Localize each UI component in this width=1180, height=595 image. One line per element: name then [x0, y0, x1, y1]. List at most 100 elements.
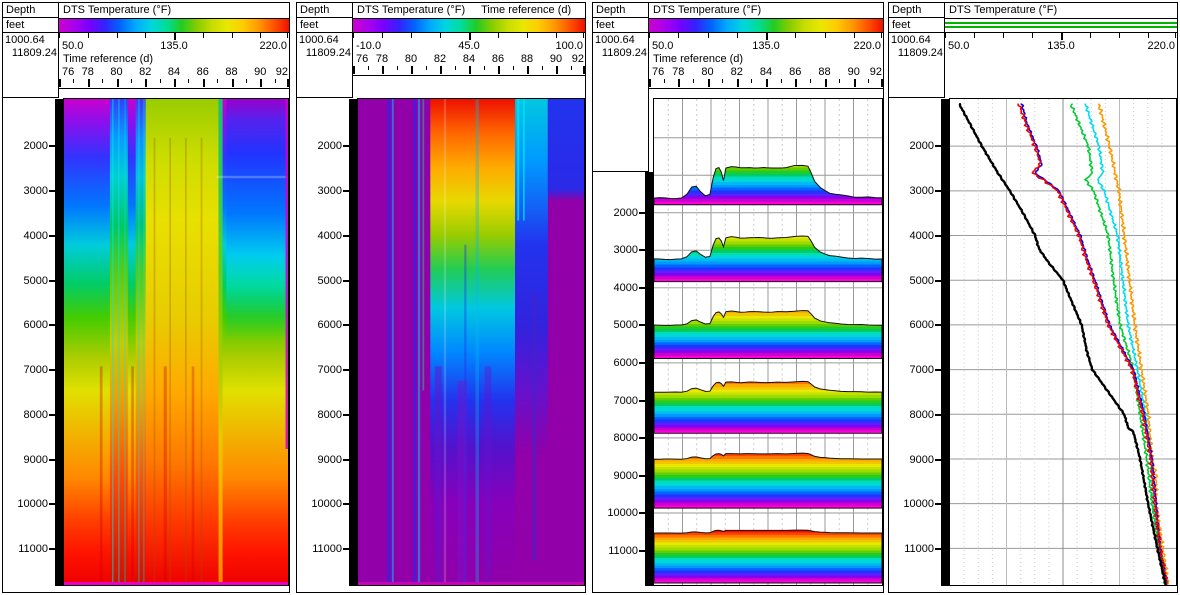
scale-tick — [59, 33, 60, 38]
depth-tick-label: 3000 — [613, 244, 638, 257]
temperature-scale-values: 50.0 135.0 220.0 — [945, 40, 1177, 53]
scale-tick — [231, 33, 233, 38]
depth-tick-label: 7000 — [317, 364, 342, 377]
depth-scale-bar — [941, 99, 949, 586]
traces-plot[interactable] — [949, 98, 1177, 586]
depth-tick-label: 8000 — [909, 408, 934, 421]
depth-tick — [49, 279, 55, 282]
temperature-colorbar[interactable] — [649, 19, 883, 33]
depth-scale-gutter: 2000 3000 4000 5000 6000 7000 8000 9000 10000 110… — [297, 98, 357, 592]
scale-tick — [678, 33, 680, 38]
time-tick-label: 92 — [571, 53, 584, 65]
depth-tick — [935, 145, 941, 148]
scale-tick — [1032, 33, 1033, 38]
trace-baseline-black — [958, 102, 1167, 585]
curve-legend[interactable] — [945, 19, 1177, 33]
scale-mid-value: 135.0 — [1047, 40, 1075, 52]
time-tick-label: 80 — [404, 53, 418, 65]
depth-tick — [49, 548, 55, 551]
scale-tick — [287, 33, 288, 38]
time-tick — [102, 79, 104, 83]
scale-tick — [707, 33, 709, 38]
depth-tick — [343, 279, 349, 282]
trace-orange — [1097, 103, 1170, 585]
time-tick-label: 90 — [549, 53, 563, 65]
time-tick — [868, 79, 870, 83]
temperature-colorbar[interactable] — [59, 19, 289, 33]
time-tick — [722, 79, 724, 83]
time-tick-label: 80 — [110, 66, 123, 78]
time-axis-ticks — [649, 79, 883, 89]
depth-tick — [343, 234, 349, 237]
scale-tick — [736, 33, 738, 38]
profiles-plot[interactable] — [653, 98, 883, 586]
scale-tick — [881, 33, 882, 38]
scale-tick — [1003, 33, 1004, 38]
time-reference-label: Time reference (d) — [653, 53, 744, 65]
depth-tick-label: 4000 — [909, 229, 934, 242]
depth-tick-label: 6000 — [23, 319, 48, 332]
depth-tick — [639, 437, 645, 440]
scale-tick — [766, 33, 768, 40]
trace-red — [1017, 103, 1169, 585]
depth-tick-label: 10000 — [607, 507, 638, 520]
scale-tick — [1061, 33, 1063, 40]
depth-tick — [343, 190, 349, 193]
time-tick — [649, 79, 651, 87]
depth-header-label: Depth — [3, 3, 58, 18]
time-tick-label: 76 — [62, 66, 75, 78]
track-title[interactable]: DTS Temperature (°F) — [945, 3, 1177, 19]
time-tick-label: 92 — [869, 66, 882, 78]
time-tick — [59, 79, 61, 87]
track-3-profile-curtains: Depth feet 1000.64 11809.24 DTS Temperat… — [592, 2, 884, 593]
depth-tick-label: 3000 — [909, 185, 934, 198]
depth-tick — [935, 548, 941, 551]
track-header: DTS Temperature (°F) 50.0 135.0 220.0 Ti… — [59, 3, 289, 89]
track-title[interactable]: DTS Temperature (°F) — [649, 3, 883, 19]
depth-unit-label: feet — [3, 18, 58, 33]
scale-mid-value: 45.0 — [458, 40, 480, 52]
temperature-scale-ticks — [353, 33, 585, 40]
depth-header-label: Depth — [593, 3, 648, 18]
scale-min-value: -10.0 — [356, 40, 382, 52]
temperature-scale-ticks — [649, 33, 883, 40]
depth-tick — [639, 286, 645, 289]
depth-tick — [639, 324, 645, 327]
scale-tick — [974, 33, 975, 38]
time-tick — [202, 79, 205, 87]
depth-bottom-value: 11809.24 — [11, 47, 57, 59]
track-4-temperature-traces: Depth feet 1000.64 11809.24 DTS Temperat… — [888, 2, 1178, 593]
time-tick — [425, 66, 427, 70]
scale-tick — [1090, 33, 1091, 38]
time-tick — [556, 66, 558, 74]
scale-tick — [202, 33, 204, 38]
depth-scale-bar — [55, 99, 63, 586]
temperature-colorbar[interactable] — [353, 19, 585, 33]
depth-tick — [935, 190, 941, 193]
time-tick — [188, 79, 190, 83]
time-tick — [780, 79, 782, 83]
track-title[interactable]: DTS Temperature (°F) — [59, 3, 289, 19]
depth-tick — [343, 324, 349, 327]
time-reference-label: Time reference (d) — [63, 53, 154, 65]
depth-tick-label: 9000 — [909, 453, 934, 466]
depth-tick-label: 2000 — [317, 140, 342, 153]
time-axis-ticks — [59, 79, 289, 89]
waterfall-plot-1[interactable] — [63, 98, 289, 586]
time-tick — [570, 66, 572, 70]
depth-tick-label: 11000 — [904, 543, 934, 556]
time-tick — [469, 66, 471, 74]
depth-tick — [639, 249, 645, 252]
track-title[interactable]: DTS Temperature (°F) Time reference (d) — [353, 3, 585, 19]
time-tick-labels: 76 78 80 82 84 86 88 90 92 — [649, 66, 883, 79]
depth-tick — [639, 211, 645, 214]
depth-tick — [343, 548, 349, 551]
scale-max-value: 220.0 — [853, 40, 881, 52]
waterfall-plot-2[interactable] — [357, 98, 585, 586]
track-1-temperature-waterfall: Depth feet 1000.64 11809.24 DTS Temperat… — [2, 2, 290, 593]
depth-tick-label: 3000 — [317, 185, 342, 198]
depth-tick-label: 2000 — [23, 140, 48, 153]
trace-green — [1070, 103, 1167, 585]
depth-tick-label: 7000 — [909, 364, 934, 377]
